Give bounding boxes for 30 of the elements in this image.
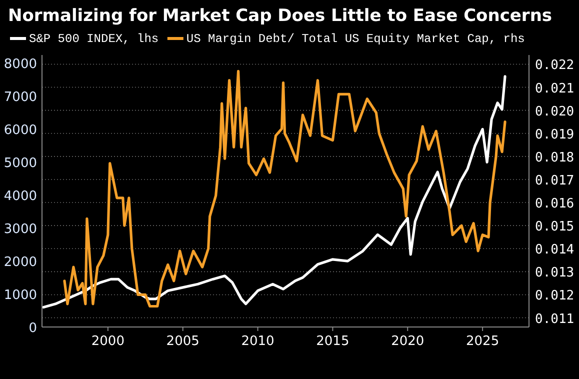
chart-title: Normalizing for Market Cap Does Little to Ease Concerns	[8, 6, 552, 26]
x-tick-label: 2010	[241, 334, 274, 349]
y2-tick-label: 0.020	[535, 104, 574, 120]
y-tick-label: 3000	[4, 222, 37, 238]
y-tick-label: 7000	[4, 90, 37, 106]
x-tick-label: 2020	[391, 334, 424, 349]
x-tick-label: 2025	[466, 334, 500, 349]
y2-tick-label: 0.016	[535, 196, 574, 212]
y2-tick-label: 0.012	[535, 288, 574, 304]
y2-tick-label: 0.013	[535, 266, 574, 281]
y2-tick-label: 0.018	[535, 150, 574, 166]
y-tick-label: 8000	[4, 57, 37, 72]
y-tick-label: 4000	[4, 189, 37, 204]
y2-tick-label: 0.011	[535, 312, 574, 327]
y-tick-label: 5000	[4, 156, 37, 172]
y-tick-label: 1000	[4, 288, 37, 304]
x-tick-label: 2005	[166, 334, 200, 349]
x-tick-label: 2000	[91, 334, 124, 349]
legend-label: US Margin Debt/ Total US Equity Market Cap, rhs	[186, 32, 525, 46]
y2-tick-label: 0.017	[535, 173, 574, 188]
x-tick-label: 2015	[316, 334, 350, 349]
y2-tick-label: 0.022	[535, 58, 574, 74]
y2-tick-label: 0.015	[535, 220, 574, 235]
y2-tick-label: 0.021	[535, 81, 574, 96]
y2-tick-label: 0.019	[535, 127, 574, 142]
y-tick-label: 6000	[4, 123, 37, 138]
legend-label: S&P 500 INDEX, lhs	[29, 32, 159, 46]
y-tick-label: 2000	[4, 255, 37, 270]
y2-tick-label: 0.014	[535, 242, 574, 258]
y-tick-label: 0	[28, 321, 37, 336]
